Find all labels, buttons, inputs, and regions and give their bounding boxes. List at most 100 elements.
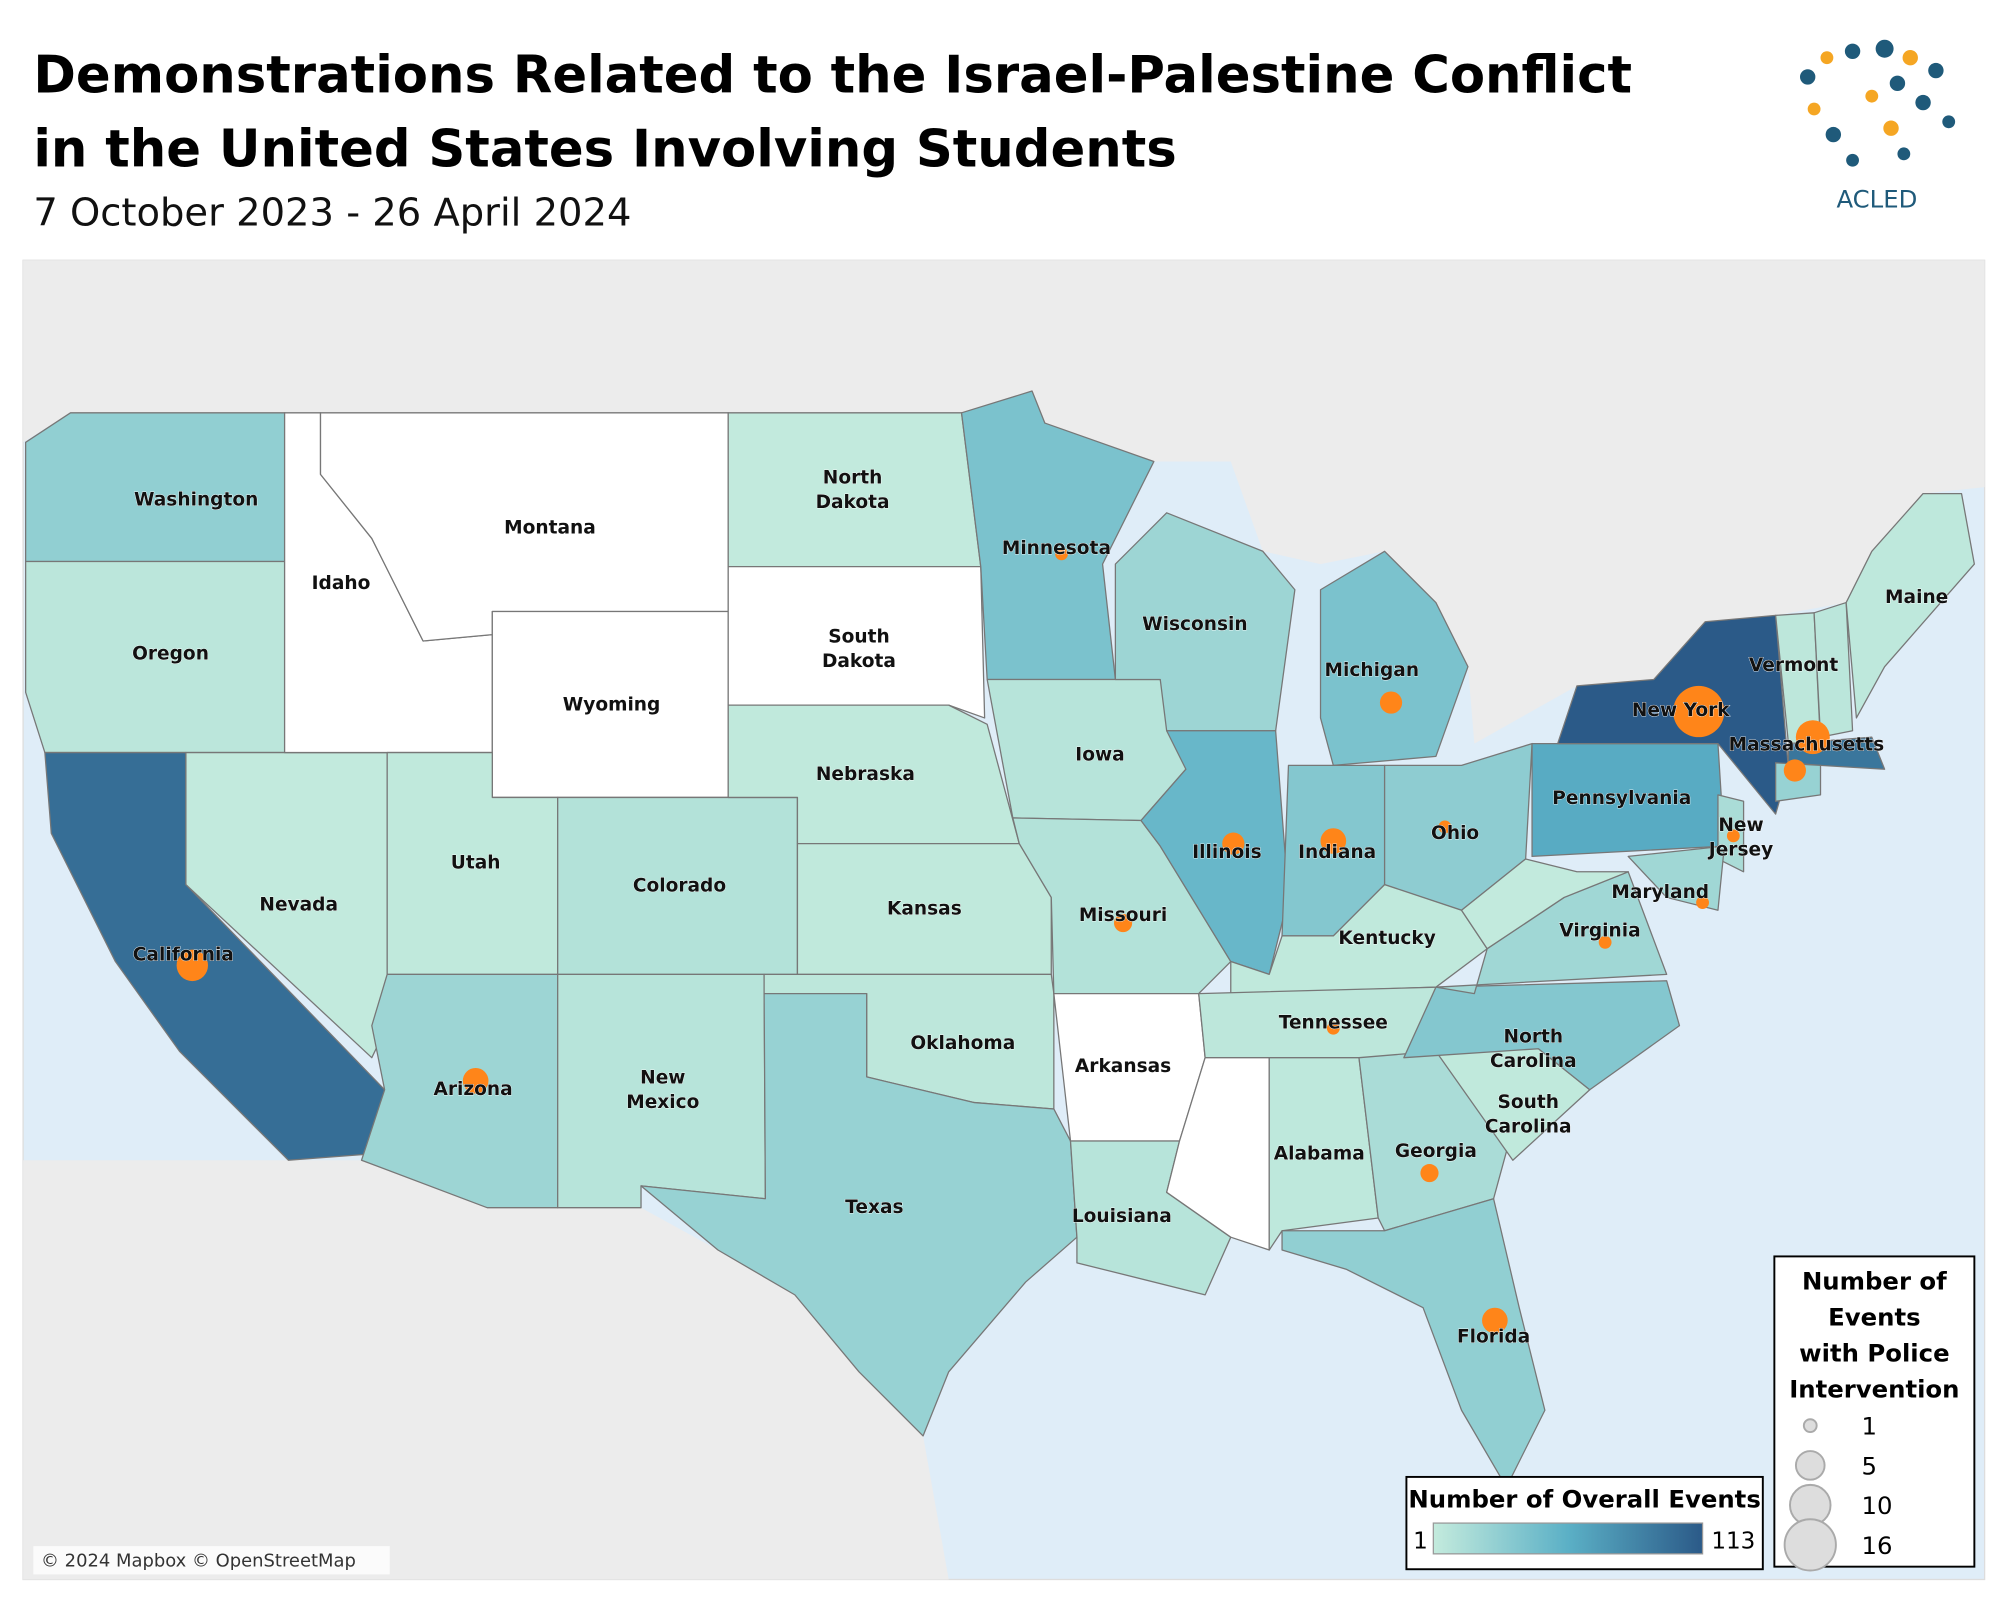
state (727, 412, 982, 568)
state-label: New York (1632, 700, 1730, 721)
state-label: North Carolina (1490, 1026, 1577, 1071)
police-dot (1726, 829, 1740, 843)
police-dot (1438, 820, 1452, 834)
state-label: Arkansas (1075, 1056, 1171, 1077)
state-label: New Jersey (1707, 815, 1773, 860)
state-label: Nebraska (816, 764, 915, 785)
state-label: Maine (1885, 587, 1948, 608)
size-legend-label: 16 (1862, 1531, 1893, 1560)
state-label: Utah (451, 852, 501, 873)
state-label: Minnesota (1002, 538, 1111, 559)
state (1627, 845, 1726, 911)
state-label: Louisiana (1072, 1206, 1172, 1227)
state (1403, 980, 1681, 1091)
state-label: South Dakota (822, 626, 896, 671)
state-label: Nevada (259, 895, 338, 916)
state-label: North Dakota (816, 467, 890, 512)
logo-text: ACLED (1836, 185, 1917, 214)
police-dot (1598, 935, 1612, 949)
logo: ACLED (1800, 39, 1956, 214)
state (1319, 550, 1469, 767)
state (1845, 492, 1976, 719)
size-legend-circle (1802, 1418, 1818, 1434)
state-label: Oregon (132, 643, 209, 664)
color-legend: Number of Overall Events 1 113 (1405, 1475, 1764, 1571)
state-label: Florida (1457, 1327, 1530, 1348)
state-label: Massachusetts (1729, 734, 1885, 755)
title-line: Demonstrations Related to the Israel-Pal… (33, 45, 1632, 105)
state-label: Tennessee (1279, 1013, 1388, 1034)
police-dot (1320, 828, 1347, 854)
state-label: Idaho (312, 573, 371, 594)
size-legend-label: 10 (1862, 1491, 1893, 1520)
state-label: Missouri (1079, 905, 1168, 926)
state-label: New Mexico (626, 1067, 699, 1112)
legend-max: 113 (1711, 1529, 1755, 1555)
size-legend-title: Intervention (1789, 1374, 1959, 1403)
state-label: Colorado (633, 875, 726, 896)
states (25, 390, 1976, 1488)
legend-min: 1 (1413, 1529, 1428, 1555)
state-label: Texas (845, 1197, 903, 1218)
state-label: Alabama (1274, 1143, 1365, 1164)
police-dot (176, 949, 209, 982)
state-label: Georgia (1395, 1141, 1477, 1162)
state (640, 992, 1078, 1437)
state-label: Iowa (1075, 745, 1124, 766)
state-label: Wisconsin (1142, 614, 1248, 635)
police-dot (1420, 1164, 1439, 1183)
state (796, 842, 1052, 976)
title-line: in the United States Involving Students (33, 120, 1176, 180)
state-label: Michigan (1325, 660, 1420, 681)
state-label: Montana (504, 518, 596, 539)
state-label: California (133, 945, 234, 966)
attribution-box: © 2024 Mapbox © OpenStreetMap (33, 1546, 390, 1575)
state-label: Ohio (1431, 823, 1479, 844)
attribution: © 2024 Mapbox © OpenStreetMap (41, 1551, 356, 1572)
state-label: Pennsylvania (1552, 788, 1691, 809)
size-legend-title: Number of (1802, 1267, 1947, 1296)
state (1268, 1057, 1379, 1251)
size-legend-label: 5 (1862, 1451, 1878, 1480)
state (1813, 601, 1854, 738)
size-legend-label: 1 (1862, 1412, 1878, 1441)
police-dot (1783, 759, 1806, 782)
state-label: Oklahoma (910, 1033, 1015, 1054)
state-labels: Washington Oregon California Nevada Idaho Mon… (132, 467, 1949, 1348)
subtitle: 7 October 2023 - 26 April 2024 (33, 191, 631, 236)
police-dot (1673, 685, 1725, 738)
police-dot (1222, 832, 1245, 855)
police-dot (1055, 547, 1068, 561)
state (25, 412, 286, 563)
state (960, 390, 1155, 681)
legend-bar (1432, 1522, 1704, 1555)
state-label: Kansas (887, 898, 962, 919)
size-legend: Number of Events with Police Intervention 1 5… (1773, 1255, 1976, 1572)
state-label: Arizona (433, 1079, 512, 1100)
state-label: Wyoming (563, 695, 661, 716)
state (1460, 858, 1629, 950)
state-label: Virginia (1559, 920, 1640, 941)
police-dot (1696, 896, 1709, 909)
state-label: Kentucky (1338, 928, 1435, 949)
state-label: Vermont (1749, 655, 1838, 676)
size-legend-title: with Police (1799, 1339, 1949, 1368)
state-label: Illinois (1192, 842, 1261, 863)
police-dot (462, 1067, 489, 1094)
police-dots (176, 547, 1830, 1334)
police-dot (1795, 720, 1830, 755)
size-legend-circle (1794, 1450, 1826, 1481)
police-dot (1114, 914, 1133, 933)
state-label: South Carolina (1485, 1091, 1572, 1136)
state-label: Indiana (1298, 842, 1376, 863)
state-label: Maryland (1611, 882, 1709, 903)
size-legend-title: Events (1828, 1303, 1920, 1332)
police-dot (1326, 1021, 1340, 1035)
size-legend-circle (1783, 1518, 1837, 1572)
state-label: Washington (134, 490, 258, 511)
police-dot (1482, 1307, 1508, 1334)
state (727, 566, 986, 719)
legend-title: Number of Overall Events (1408, 1485, 1760, 1514)
police-dot (1379, 691, 1403, 714)
